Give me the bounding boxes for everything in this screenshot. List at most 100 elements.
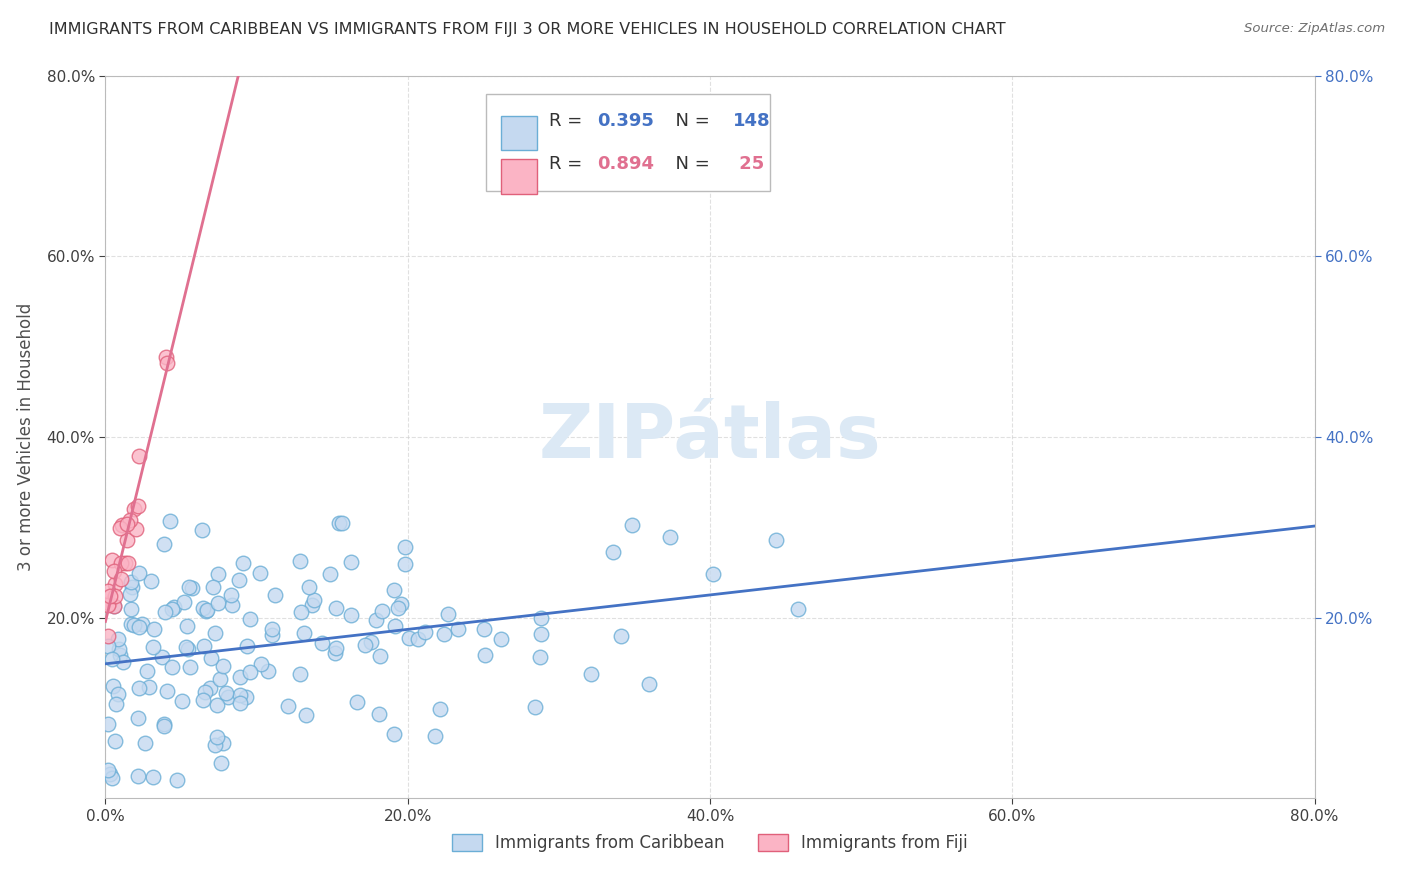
Point [198, 681, 221, 695]
Point [367, 706, 389, 721]
Point [360, 635, 382, 649]
Point [229, 696, 252, 710]
Point [346, 695, 368, 709]
Point [176, 619, 198, 633]
Point [98, 596, 121, 610]
Point [211, 658, 233, 673]
Point [398, 631, 420, 645]
Point [142, 640, 165, 654]
Point [384, 582, 406, 597]
Text: 148: 148 [733, 112, 770, 129]
Point [529, 611, 551, 625]
Text: N =: N = [664, 112, 716, 129]
Point [155, 351, 177, 365]
Point [786, 601, 808, 615]
Point [292, 626, 315, 640]
Point [530, 627, 553, 641]
Point [170, 694, 193, 708]
Point [104, 734, 127, 748]
Point [177, 641, 200, 656]
Point [638, 677, 661, 691]
Point [368, 648, 391, 663]
Point [524, 699, 547, 714]
Point [117, 556, 139, 570]
Point [103, 564, 125, 578]
Point [429, 702, 451, 716]
Point [579, 667, 602, 681]
Point [340, 607, 363, 622]
Point [209, 756, 232, 770]
Point [236, 640, 259, 654]
Point [219, 589, 242, 603]
Text: 0.894: 0.894 [598, 155, 655, 173]
Point [104, 577, 127, 591]
Point [474, 648, 496, 662]
Point [194, 684, 217, 698]
Point [166, 773, 188, 788]
Point [98, 766, 121, 780]
Point [765, 533, 787, 547]
Point [100, 771, 122, 785]
Point [121, 580, 143, 594]
Text: IMMIGRANTS FROM CARIBBEAN VS IMMIGRANTS FROM FIJI 3 OR MORE VEHICLES IN HOUSEHOL: IMMIGRANTS FROM CARIBBEAN VS IMMIGRANTS … [49, 22, 1005, 37]
Point [447, 622, 470, 636]
Point [103, 589, 125, 603]
Point [339, 555, 361, 569]
Point [155, 605, 177, 619]
Point [120, 602, 142, 616]
Point [103, 599, 125, 613]
Point [118, 512, 141, 526]
Point [318, 566, 340, 581]
Point [124, 618, 146, 632]
Point [204, 738, 226, 752]
Point [204, 626, 226, 640]
Point [142, 770, 165, 784]
Point [191, 692, 214, 706]
Point [323, 646, 346, 660]
Point [202, 581, 225, 595]
Point [221, 598, 243, 612]
Point [114, 556, 136, 570]
Point [610, 629, 633, 643]
Point [529, 649, 551, 664]
Point [200, 650, 222, 665]
Point [371, 604, 394, 618]
Point [382, 727, 405, 741]
Point [301, 599, 323, 613]
Point [136, 664, 159, 678]
Point [108, 641, 131, 656]
Point [235, 690, 257, 704]
Point [229, 670, 252, 684]
Point [122, 501, 145, 516]
Point [384, 619, 406, 633]
Point [104, 697, 127, 711]
Point [107, 632, 129, 646]
Point [658, 530, 681, 544]
Point [207, 731, 229, 745]
FancyBboxPatch shape [486, 94, 770, 192]
Point [101, 679, 124, 693]
Point [602, 545, 624, 559]
Point [302, 593, 325, 607]
Point [110, 556, 132, 570]
Point [120, 617, 142, 632]
Point [127, 499, 149, 513]
Point [290, 666, 312, 681]
Point [110, 573, 132, 587]
Point [152, 719, 174, 733]
Point [127, 711, 149, 725]
Text: R =: R = [550, 112, 588, 129]
Point [153, 536, 176, 550]
Point [257, 664, 280, 678]
Text: 25: 25 [733, 155, 765, 173]
Point [433, 626, 456, 640]
Point [128, 620, 150, 634]
Point [131, 617, 153, 632]
Point [115, 533, 138, 547]
Point [228, 688, 250, 702]
Point [207, 596, 229, 610]
FancyBboxPatch shape [501, 116, 537, 150]
Point [277, 699, 299, 714]
Point [217, 690, 239, 705]
Point [97, 599, 120, 613]
